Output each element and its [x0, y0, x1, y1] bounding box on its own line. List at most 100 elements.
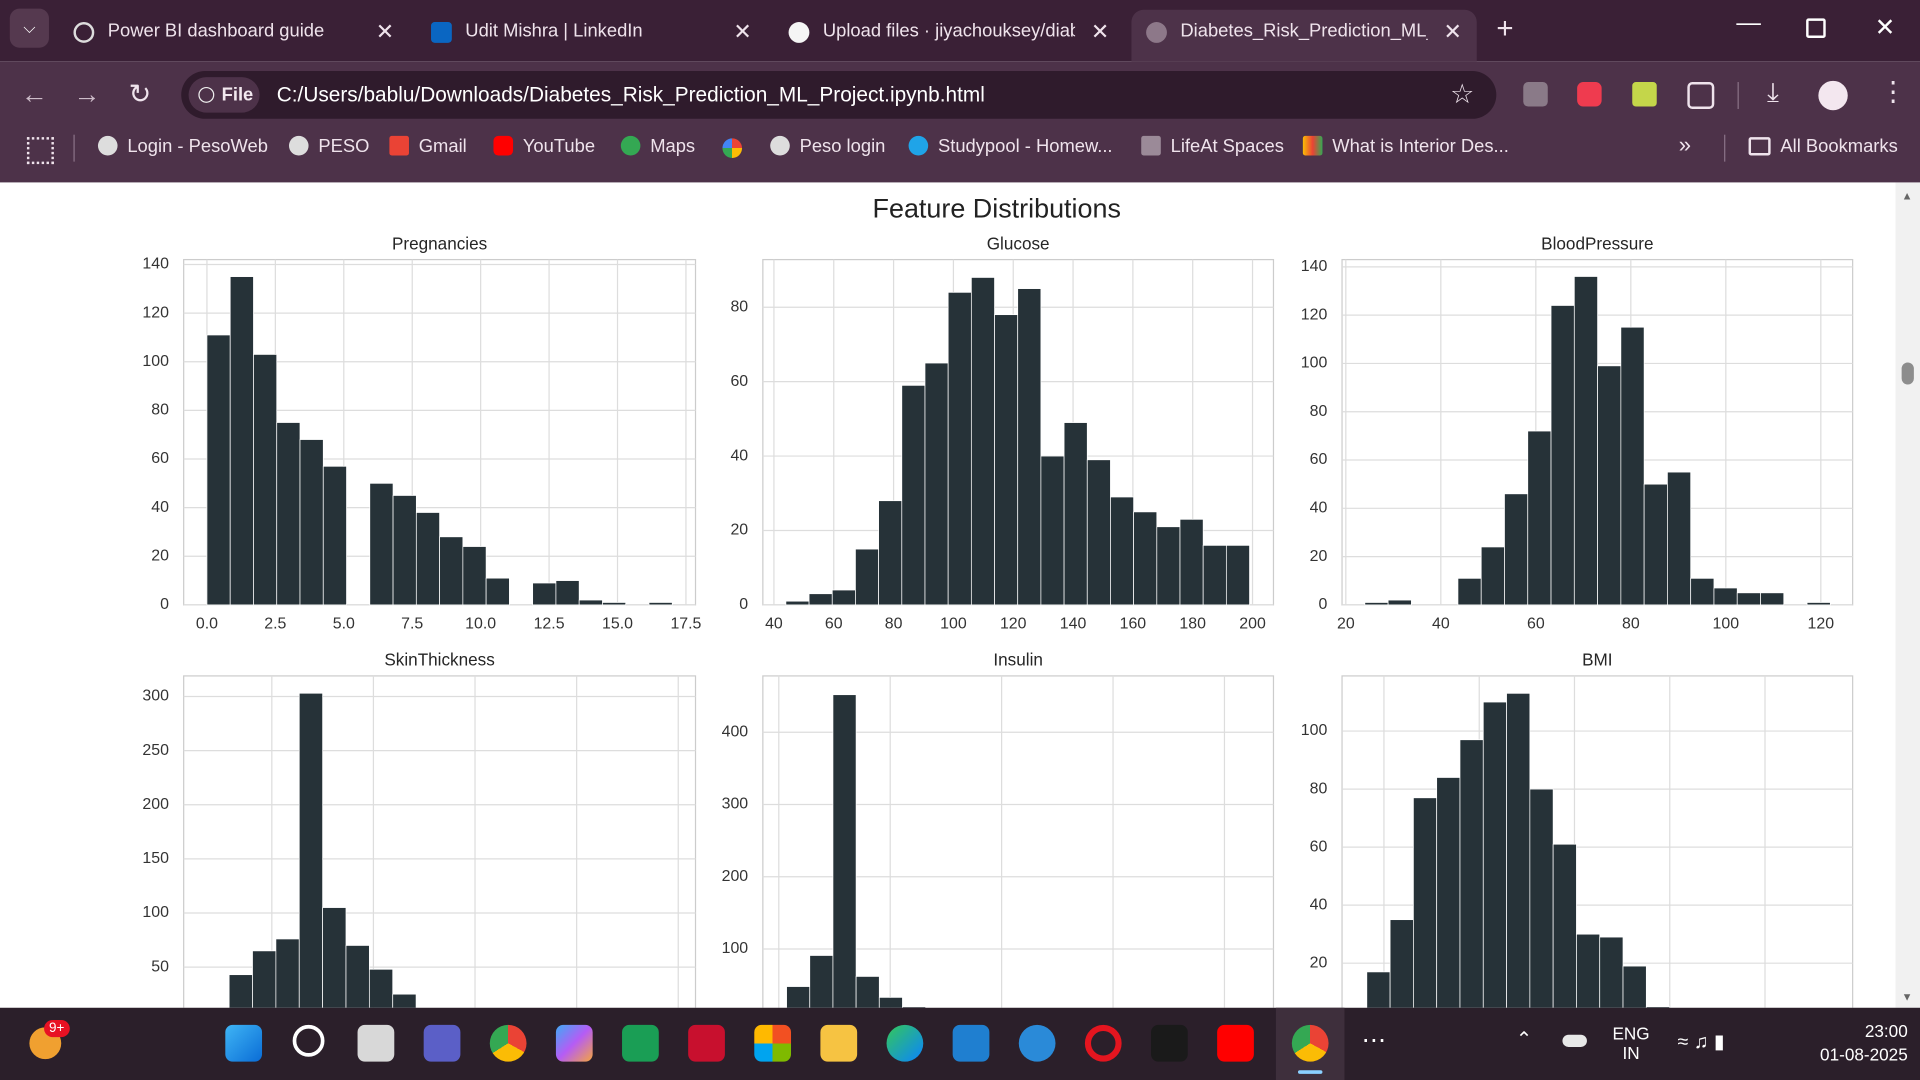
active-app[interactable]: [1275, 1007, 1345, 1080]
histogram-bar: [229, 276, 254, 606]
bookmark-icon: [1141, 135, 1161, 156]
y-tick-label: 100: [142, 904, 169, 921]
histogram-bar: [532, 582, 557, 606]
scroll-thumb[interactable]: [1901, 362, 1914, 385]
profile-avatar[interactable]: [1818, 80, 1848, 111]
y-tick-label: 140: [1301, 258, 1328, 275]
x-tick-label: 160: [1120, 616, 1147, 633]
tab-close[interactable]: ✕: [733, 19, 752, 45]
all-bookmarks[interactable]: All Bookmarks: [1748, 136, 1898, 157]
start-button[interactable]: [225, 1024, 263, 1062]
histogram-bar: [1156, 526, 1181, 606]
tab-close[interactable]: ✕: [375, 19, 395, 45]
downloads-button[interactable]: ⤓: [1766, 77, 1779, 108]
language-indicator[interactable]: ENG IN: [1607, 1024, 1656, 1063]
extension-icon[interactable]: [1523, 82, 1548, 107]
opera-icon[interactable]: [1084, 1024, 1122, 1062]
tab-search-button[interactable]: ⌵: [9, 8, 49, 48]
edge-icon[interactable]: [886, 1024, 924, 1062]
histogram-bar: [924, 362, 949, 606]
histogram-bar: [994, 314, 1019, 606]
histogram-bar: [1599, 936, 1624, 1008]
y-tick-label: 120: [1301, 306, 1328, 323]
menu-button[interactable]: ⋮: [1879, 75, 1907, 107]
explorer-icon[interactable]: [820, 1024, 858, 1062]
bookmark-star[interactable]: ☆: [1450, 78, 1475, 109]
x-tick-label: 12.5: [534, 616, 565, 633]
histogram-bar: [228, 974, 253, 1008]
tray-overflow[interactable]: ⌃: [1515, 1029, 1533, 1051]
back-button[interactable]: ←: [20, 78, 48, 109]
network-volume-battery[interactable]: ≈ ♫ ▮: [1677, 1032, 1725, 1054]
bookmark[interactable]: Maps: [620, 135, 695, 157]
histogram-bar: [252, 950, 277, 1008]
extension-icon[interactable]: [1577, 82, 1602, 107]
y-tick-label: 20: [1310, 954, 1328, 971]
bookmark[interactable]: Login - PesoWeb: [97, 135, 268, 157]
scrollbar[interactable]: ▲ ▼: [1895, 182, 1920, 1008]
bookmark[interactable]: What is Interior Des...: [1302, 135, 1509, 157]
extensions-button[interactable]: [1687, 82, 1715, 109]
bookmark[interactable]: YouTube: [493, 135, 595, 157]
new-tab-button[interactable]: +: [1496, 12, 1514, 46]
histogram-bar: [275, 938, 300, 1008]
bookmark-icon[interactable]: [722, 138, 743, 158]
histogram-bar: [462, 546, 487, 606]
separator: [1724, 134, 1726, 162]
bookmark[interactable]: LifeAt Spaces: [1141, 135, 1284, 157]
bookmark-icon: [1302, 135, 1323, 156]
app-icon[interactable]: [1151, 1024, 1188, 1062]
y-tick-label: 20: [151, 547, 169, 564]
histogram-bar: [648, 602, 673, 606]
y-tick-label: 40: [1310, 500, 1328, 517]
search-button[interactable]: [292, 1024, 325, 1057]
notification-badge: 9+: [44, 1020, 70, 1038]
scroll-up[interactable]: ▲: [1901, 189, 1913, 203]
clock[interactable]: 23:00 01-08-2025: [1790, 1021, 1908, 1064]
tab[interactable]: Udit Mishra | LinkedIn ✕: [416, 10, 766, 61]
forward-button[interactable]: →: [73, 78, 101, 109]
task-view[interactable]: [357, 1024, 395, 1062]
histogram-bar: [1576, 933, 1601, 1008]
youtube-icon[interactable]: [1217, 1024, 1254, 1062]
apps-button[interactable]: [26, 137, 54, 165]
myhp-icon[interactable]: [952, 1024, 990, 1062]
x-tick-label: 2.5: [264, 616, 286, 633]
close-button[interactable]: ✕: [1874, 14, 1896, 42]
scroll-down[interactable]: ▼: [1901, 990, 1913, 1003]
separator: [73, 134, 75, 162]
bookmark[interactable]: Gmail: [389, 135, 467, 157]
minimize-button[interactable]: —: [1736, 9, 1761, 37]
teams-icon[interactable]: [423, 1024, 461, 1062]
bookmark-icon: [288, 135, 309, 156]
more-apps[interactable]: ⋯: [1361, 1027, 1387, 1055]
bookmark[interactable]: PESO: [288, 135, 369, 157]
tab-active[interactable]: Diabetes_Risk_Prediction_ML_Pr ✕: [1131, 9, 1477, 62]
page-content: Feature Distributions Pregnancies 0 20 40 60…: [0, 182, 1896, 1008]
bookmark[interactable]: Studypool - Homew...: [908, 135, 1113, 157]
tab-close[interactable]: ✕: [1443, 19, 1463, 45]
onedrive-icon[interactable]: [1562, 1034, 1587, 1047]
histogram-bar: [1459, 739, 1484, 1008]
extension-icon[interactable]: [1632, 82, 1657, 107]
address-bar[interactable]: File C:/Users/bablu/Downloads/Diabetes_R…: [181, 71, 1497, 119]
tab[interactable]: Upload files · jiyachouksey/diab ✕: [774, 10, 1124, 61]
more-bookmarks[interactable]: »: [1678, 132, 1692, 157]
site-info-chip[interactable]: File: [188, 77, 260, 113]
bookmark[interactable]: Peso login: [770, 135, 885, 157]
x-tick-label: 80: [885, 616, 903, 633]
histogram-bar: [1482, 701, 1507, 1008]
store-icon[interactable]: [754, 1024, 792, 1062]
reload-button[interactable]: ↻: [128, 78, 152, 109]
copilot-icon[interactable]: [555, 1024, 593, 1062]
histogram-bar: [1040, 455, 1065, 606]
chrome-icon[interactable]: [489, 1024, 527, 1062]
histogram-bar: [369, 482, 394, 606]
histogram-bar: [1504, 493, 1529, 606]
help-icon[interactable]: [1018, 1024, 1056, 1062]
tab-close[interactable]: ✕: [1090, 19, 1110, 45]
restore-button[interactable]: [1806, 18, 1826, 38]
app-icon[interactable]: [622, 1024, 659, 1062]
mcafee-icon[interactable]: [688, 1024, 725, 1062]
tab[interactable]: Power BI dashboard guide ✕: [59, 10, 409, 61]
